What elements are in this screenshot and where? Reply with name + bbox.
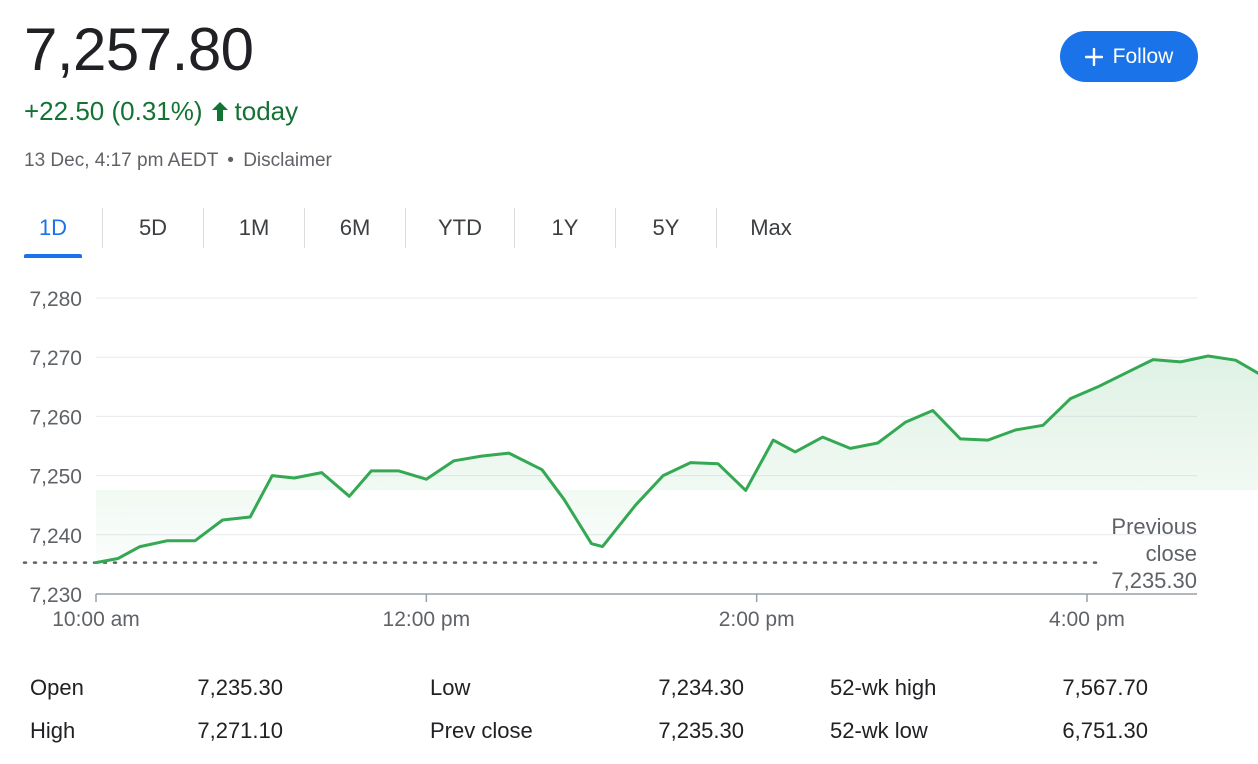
stat-prev-close-value: 7,235.30 bbox=[658, 718, 744, 743]
stat-high-value: 7,271.10 bbox=[197, 718, 283, 743]
price-line-chart[interactable]: 7,230 7,240 7,250 7,260 7,270 7,280 10:00 am 12… bbox=[0, 270, 1258, 640]
stat-52wk-low-value: 6,751.30 bbox=[1062, 718, 1148, 743]
stat-open-value: 7,235.30 bbox=[197, 675, 283, 700]
price-change-value: +22.50 (0.31%) bbox=[24, 96, 203, 126]
tab-divider bbox=[514, 208, 515, 248]
price-change: +22.50 (0.31%) today bbox=[24, 94, 298, 128]
tab-1m[interactable]: 1M bbox=[238, 215, 270, 240]
stat-low-label: Low bbox=[430, 675, 471, 700]
stat-high-label: High bbox=[30, 718, 76, 743]
series-line[interactable] bbox=[94, 351, 1258, 565]
tab-divider bbox=[102, 208, 103, 248]
x-tick-label: 4:00 pm bbox=[1049, 608, 1125, 631]
current-price: 7,257.80 bbox=[24, 16, 254, 83]
tab-5d[interactable]: 5D bbox=[138, 215, 168, 240]
tab-1d[interactable]: 1D bbox=[24, 206, 82, 258]
y-tick-label: 7,280 bbox=[29, 288, 82, 311]
x-tick-label: 2:00 pm bbox=[719, 608, 795, 631]
y-tick-label: 7,260 bbox=[29, 406, 82, 429]
series-area-fill bbox=[96, 356, 1258, 594]
quote-timestamp: 13 Dec, 4:17 pm AEDT bbox=[24, 150, 218, 171]
previous-close-label: Previous bbox=[1111, 514, 1197, 539]
y-tick-label: 7,230 bbox=[29, 584, 82, 607]
stat-52wk-high-value: 7,567.70 bbox=[1062, 675, 1148, 700]
tab-divider bbox=[405, 208, 406, 248]
disclaimer-link[interactable]: Disclaimer bbox=[243, 150, 332, 171]
quote-meta: 13 Dec, 4:17 pm AEDT • Disclaimer bbox=[24, 148, 332, 174]
follow-button-label: Follow bbox=[1112, 44, 1174, 68]
y-tick-label: 7,240 bbox=[29, 525, 82, 548]
x-tick-label: 12:00 pm bbox=[383, 608, 471, 631]
stat-52wk-high-label: 52-wk high bbox=[830, 675, 937, 700]
stat-52wk-low-label: 52-wk low bbox=[830, 718, 928, 743]
range-tabs: 1D 5D 1M 6M YTD 1Y 5Y Max bbox=[24, 206, 825, 258]
x-tick-label: 10:00 am bbox=[52, 608, 140, 631]
stat-low-value: 7,234.30 bbox=[658, 675, 744, 700]
arrow-up-icon bbox=[211, 100, 229, 122]
y-tick-label: 7,270 bbox=[29, 347, 82, 370]
tab-5y[interactable]: 5Y bbox=[652, 215, 680, 240]
previous-close-label: close bbox=[1146, 541, 1197, 566]
tab-max[interactable]: Max bbox=[750, 215, 792, 240]
follow-button[interactable]: Follow bbox=[1060, 31, 1198, 82]
previous-close-value: 7,235.30 bbox=[1111, 568, 1197, 593]
price-change-suffix: today bbox=[234, 96, 299, 126]
meta-separator: • bbox=[227, 150, 234, 171]
tab-divider bbox=[304, 208, 305, 248]
stat-prev-close-label: Prev close bbox=[430, 718, 533, 743]
plus-icon bbox=[1084, 47, 1103, 66]
tab-1y[interactable]: 1Y bbox=[551, 215, 579, 240]
tab-divider bbox=[203, 208, 204, 248]
tab-divider bbox=[716, 208, 717, 248]
tab-6m[interactable]: 6M bbox=[339, 215, 371, 240]
y-tick-label: 7,250 bbox=[29, 466, 82, 489]
tab-ytd[interactable]: YTD bbox=[438, 215, 482, 240]
tab-divider bbox=[615, 208, 616, 248]
stat-open-label: Open bbox=[30, 675, 84, 700]
